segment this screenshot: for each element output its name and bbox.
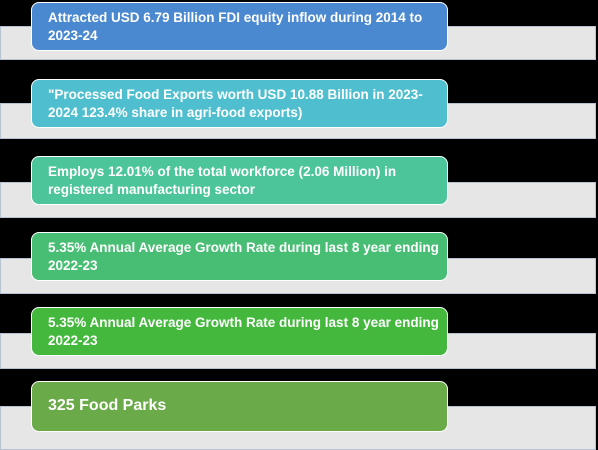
stat-text: 325 Food Parks [48, 397, 167, 414]
stat-text: Attracted USD 6.79 Billion FDI equity in… [48, 10, 423, 43]
stat-text: 5.35% Annual Average Growth Rate during … [48, 240, 439, 273]
stat-card: Employs 12.01% of the total workforce (2… [31, 156, 448, 205]
stat-card: "Processed Food Exports worth USD 10.88 … [31, 79, 448, 128]
stat-text: Employs 12.01% of the total workforce (2… [48, 164, 397, 197]
stat-text: "Processed Food Exports worth USD 10.88 … [48, 87, 423, 120]
stat-card: Attracted USD 6.79 Billion FDI equity in… [31, 2, 448, 51]
stat-card: 5.35% Annual Average Growth Rate during … [31, 307, 448, 356]
stat-card: 5.35% Annual Average Growth Rate during … [31, 232, 448, 281]
stat-text: 5.35% Annual Average Growth Rate during … [48, 315, 439, 348]
stat-card: 325 Food Parks [31, 381, 448, 432]
